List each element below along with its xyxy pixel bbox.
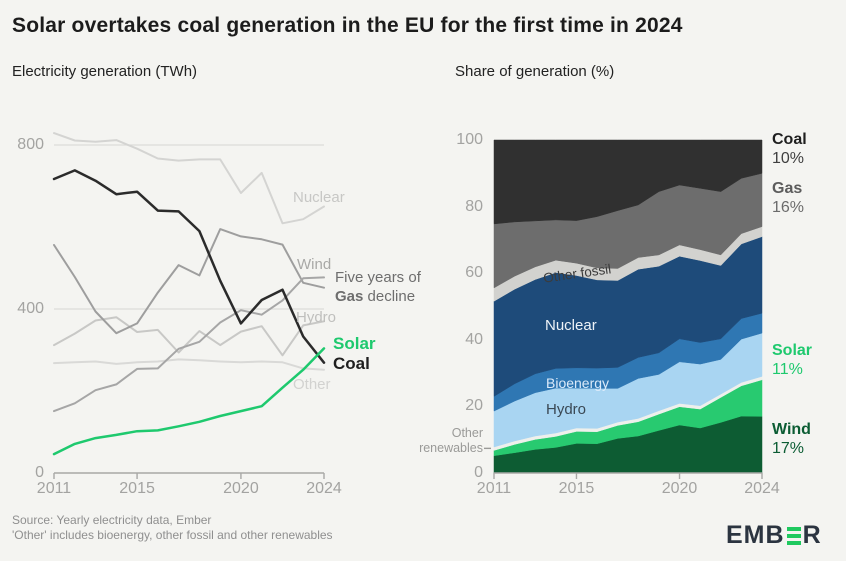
- area-label-bioenergy: Bioenergy: [546, 375, 610, 391]
- end-label-wind-pct: 17%: [772, 440, 805, 457]
- right-x-tick-label: 2024: [744, 480, 780, 497]
- other-definition-line: 'Other' includes bioenergy, other fossil…: [12, 528, 333, 542]
- left-y-tick-label: 0: [35, 464, 44, 481]
- annotation-gas-word: Gas: [335, 288, 364, 305]
- end-label-solar: Solar 11%: [772, 341, 812, 379]
- line-label-wind: Wind: [297, 256, 332, 273]
- right-y-tick-label: 20: [465, 397, 483, 415]
- area-label-hydro: Hydro: [546, 401, 587, 418]
- line-label-nuclear: Nuclear: [293, 189, 345, 206]
- annotation-line1: Five years of: [335, 269, 421, 286]
- line-label-coal: Coal: [333, 354, 370, 373]
- other-renewables-line1: Other: [451, 426, 483, 440]
- annotation-line2: decline: [367, 288, 416, 305]
- ember-logo: EMB R: [726, 521, 822, 550]
- right-x-tick-label: 2015: [558, 480, 595, 497]
- left-chart-subtitle: Electricity generation (TWh): [12, 63, 198, 80]
- source-line: Source: Yearly electricity data, Ember: [12, 513, 212, 527]
- source-note: Source: Yearly electricity data, Ember '…: [12, 513, 333, 543]
- line-label-hydro: Hydro: [296, 309, 337, 326]
- left-y-tick-label: 400: [17, 300, 44, 317]
- left-x-tick-label: 2024: [306, 480, 342, 497]
- logo-green-e-icon: [786, 526, 801, 545]
- line-label-solar: Solar: [333, 334, 376, 353]
- end-label-coal-name: Coal: [772, 131, 807, 148]
- end-label-gas: Gas 16%: [772, 179, 804, 217]
- end-label-wind-name: Wind: [772, 421, 811, 438]
- end-label-coal: Coal 10%: [772, 130, 807, 168]
- right-chart-subtitle: Share of generation (%): [455, 63, 615, 80]
- left-x-tick-label: 2011: [36, 480, 72, 497]
- line-label-other: Other: [293, 376, 331, 393]
- end-label-gas-pct: 16%: [772, 199, 805, 216]
- end-label-wind: Wind 17%: [772, 420, 811, 458]
- left-x-tick-label: 2020: [223, 480, 259, 497]
- right-y-tick-label: 80: [465, 197, 483, 215]
- end-label-gas-name: Gas: [772, 180, 803, 197]
- area-label-other-renewables: Other renewables: [395, 426, 483, 456]
- end-label-solar-name: Solar: [772, 342, 813, 359]
- logo-text-emb: EMB: [726, 521, 785, 549]
- gas-decline-annotation: Five years of Gas decline: [335, 268, 421, 306]
- right-x-tick-label: 2020: [661, 480, 698, 497]
- end-label-coal-pct: 10%: [772, 150, 805, 167]
- left-y-tick-label: 800: [17, 136, 44, 153]
- right-y-tick-label: 60: [465, 264, 483, 282]
- page-title: Solar overtakes coal generation in the E…: [12, 14, 683, 37]
- right-x-tick-label: 2011: [476, 480, 512, 497]
- end-label-solar-pct: 11%: [772, 361, 803, 378]
- right-y-tick-label: 40: [465, 330, 483, 348]
- right-y-tick-label: 0: [474, 464, 483, 481]
- other-renewables-line2: renewables: [419, 441, 483, 455]
- logo-text-r: R: [802, 521, 822, 549]
- right-y-tick-label: 100: [456, 131, 483, 148]
- left-x-tick-label: 2015: [119, 480, 155, 497]
- area-label-nuclear: Nuclear: [545, 317, 597, 334]
